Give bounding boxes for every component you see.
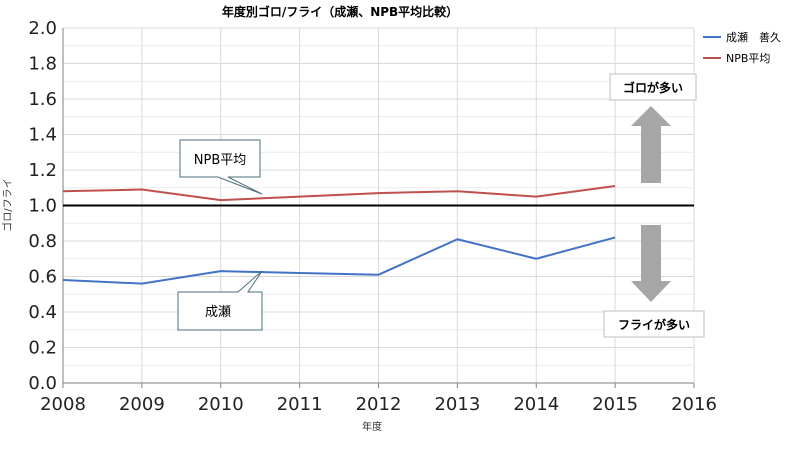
x-tick-label: 2016 xyxy=(671,394,717,415)
x-tick-label: 2011 xyxy=(277,394,323,415)
y-tick-label: 0.4 xyxy=(28,302,57,323)
x-tick-label: 2008 xyxy=(40,394,86,415)
down-label-box xyxy=(603,310,705,338)
npb-callout-box xyxy=(179,139,263,195)
down-label-text: フライが多い xyxy=(618,317,690,332)
y-tick-label: 1.8 xyxy=(28,54,57,75)
up-arrow-icon xyxy=(631,106,671,183)
x-tick-label: 2009 xyxy=(119,394,165,415)
series-layer xyxy=(62,184,616,285)
down-arrow-icon xyxy=(631,225,671,302)
up-label-text: ゴロが多い xyxy=(623,80,683,95)
chart-title: 年度別ゴロ/フライ（成瀬、NPB平均比較） xyxy=(222,4,458,19)
y-tick-label: 1.2 xyxy=(28,160,57,181)
y-tick-label: 1.0 xyxy=(28,196,57,217)
naruse-callout-text: 成瀬 xyxy=(205,305,231,320)
x-tick-label: 2013 xyxy=(434,394,480,415)
up-indicator: ゴロが多い xyxy=(609,73,697,183)
x-tick-label: 2015 xyxy=(592,394,638,415)
y-tick-label: 0.8 xyxy=(28,231,57,252)
axes xyxy=(62,28,695,388)
legend-label-naruse: 成瀬 善久 xyxy=(726,30,781,44)
y-tick-label: 1.4 xyxy=(28,125,57,146)
x-ticks: 2008 2009 2010 2011 2012 2013 2014 2015 2016 xyxy=(40,394,717,415)
series-line-1 xyxy=(62,184,616,202)
y-tick-label: 1.6 xyxy=(28,89,57,110)
up-label-box xyxy=(609,73,697,101)
legend: 成瀬 善久 NPB平均 xyxy=(703,30,781,65)
x-tick-label: 2012 xyxy=(356,394,402,415)
y-tick-label: 2.0 xyxy=(28,18,57,39)
y-tick-label: 0.2 xyxy=(28,338,57,359)
series-line-0 xyxy=(62,236,616,285)
x-tick-label: 2014 xyxy=(513,394,559,415)
naruse-callout-box xyxy=(177,270,263,331)
npb-callout-text: NPB平均 xyxy=(194,153,246,168)
x-tick-label: 2010 xyxy=(198,394,244,415)
y-ticks: 0.0 0.2 0.4 0.6 0.8 1.0 1.2 1.4 1.6 1.8 2.0 xyxy=(28,18,57,394)
y-tick-label: 0.0 xyxy=(28,373,57,394)
naruse-callout: 成瀬 xyxy=(177,270,263,331)
y-tick-label: 0.6 xyxy=(28,267,57,288)
npb-callout: NPB平均 xyxy=(179,139,263,195)
x-axis-label: 年度 xyxy=(362,420,382,433)
legend-label-npb: NPB平均 xyxy=(726,52,770,65)
down-indicator: フライが多い xyxy=(603,225,705,338)
y-axis-label: ゴロ/フライ xyxy=(1,178,14,231)
